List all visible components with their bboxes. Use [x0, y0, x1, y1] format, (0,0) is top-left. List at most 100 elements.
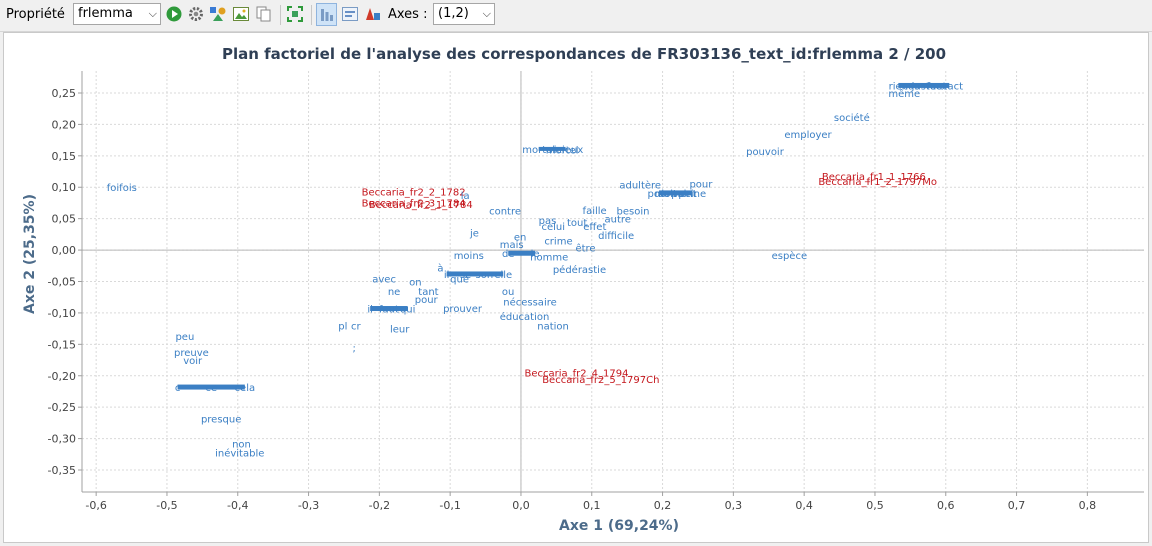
cluster-point-label[interactable]: il	[444, 270, 450, 281]
row-point-label[interactable]: prouver	[443, 304, 483, 315]
row-point-label[interactable]: employer	[784, 130, 832, 141]
row-point-label[interactable]: la	[461, 191, 470, 202]
row-point-label[interactable]: adultère	[619, 180, 661, 192]
row-point-label[interactable]: être	[575, 243, 595, 255]
row-point-label[interactable]: pour	[689, 179, 713, 190]
row-point-label[interactable]: en	[514, 232, 527, 243]
y-tick-label: 0,10	[52, 181, 77, 194]
row-point-label[interactable]: société	[834, 112, 870, 124]
cluster-point-label[interactable]: vicieux	[548, 145, 583, 156]
column-point-label[interactable]: Beccaria_fr2_3_1784	[362, 198, 466, 209]
column-point-label[interactable]: Beccaria_fr2_5_1797Ch	[542, 375, 659, 386]
axes-select[interactable]: (1,2) ⌵	[433, 3, 495, 25]
axes-select-value: (1,2)	[438, 6, 469, 21]
property-select[interactable]: frlemma ⌵	[73, 3, 161, 25]
row-point-label[interactable]: voir	[183, 356, 203, 367]
y-tick-label: 0,00	[52, 244, 77, 257]
row-point-label[interactable]: nation	[537, 321, 569, 332]
y-tick-label: -0,20	[48, 370, 76, 383]
settings-gear-icon[interactable]	[187, 5, 205, 23]
cluster-point-label[interactable]: faut	[927, 81, 947, 92]
cluster-point-label[interactable]: pour	[648, 189, 672, 200]
cluster-point-label[interactable]: faut	[379, 305, 399, 316]
cluster-point-label[interactable]: peine	[678, 189, 706, 200]
row-point-label[interactable]: autre	[605, 215, 631, 226]
row-point-label[interactable]: à	[437, 263, 443, 275]
row-point-label[interactable]: presque	[201, 414, 241, 425]
row-point-label[interactable]: contre	[489, 206, 521, 217]
row-point-label[interactable]: homme	[530, 252, 568, 263]
row-point-label[interactable]: mais	[500, 240, 524, 251]
row-point-label[interactable]: ou	[502, 287, 514, 298]
cluster-point-label[interactable]: moment	[655, 189, 697, 200]
row-point-label[interactable]: celui	[541, 222, 565, 233]
row-point-label[interactable]: espèce	[772, 250, 808, 262]
cluster-point-label[interactable]: cela	[235, 383, 256, 394]
row-point-label[interactable]: éducation	[500, 311, 550, 323]
cluster-point-label[interactable]: se	[460, 270, 471, 281]
row-point-label[interactable]: tant	[418, 287, 438, 298]
row-point-label[interactable]: ne	[388, 287, 401, 298]
column-point-label[interactable]: Beccaria_fr2_1_1784	[369, 200, 473, 211]
cluster-point-label[interactable]: juste	[911, 81, 936, 92]
row-point-label[interactable]: mortel	[546, 146, 579, 157]
row-point-label[interactable]: pas	[539, 216, 557, 227]
cluster-point-label[interactable]: c	[175, 383, 181, 394]
row-point-label[interactable]: crime	[544, 237, 572, 248]
row-point-label[interactable]: inévitable	[215, 447, 264, 459]
row-point-label[interactable]: pour	[415, 295, 439, 306]
y-tick-label: -0,05	[48, 276, 76, 289]
row-point-label[interactable]: tout	[567, 218, 587, 229]
row-point-label[interactable]: non	[232, 440, 251, 451]
show-rows-icon[interactable]	[341, 5, 359, 23]
show-columns-toggle[interactable]	[316, 3, 337, 26]
row-point-label[interactable]: pl	[338, 321, 347, 332]
shapes-icon[interactable]	[209, 5, 227, 23]
run-icon[interactable]	[165, 5, 183, 23]
cluster-point-label[interactable]: cas	[903, 81, 920, 92]
cluster-point-label[interactable]: il	[367, 305, 373, 316]
row-point-label[interactable]: pédérastie	[553, 264, 606, 276]
cluster-point-label[interactable]: mortel	[522, 145, 555, 156]
label-cluster-bar	[446, 271, 504, 277]
cluster-point-label[interactable]: point	[671, 189, 697, 200]
cluster-point-label[interactable]: le	[531, 249, 540, 260]
cluster-point-label[interactable]: de	[502, 249, 515, 260]
label-toggle-icon[interactable]	[364, 5, 382, 23]
cluster-point-label[interactable]: son	[476, 270, 494, 281]
fit-zoom-icon[interactable]	[286, 5, 304, 23]
copy-icon[interactable]	[255, 5, 273, 23]
row-point-label[interactable]: que	[450, 274, 469, 285]
column-point-label[interactable]: Beccaria_fr2_4_1794	[525, 369, 629, 380]
export-image-icon[interactable]	[232, 5, 250, 23]
row-point-label[interactable]: nécessaire	[503, 297, 557, 309]
cluster-point-label[interactable]: ce	[205, 383, 217, 394]
row-point-label[interactable]: avec	[372, 274, 396, 285]
cluster-point-label[interactable]: elle	[494, 270, 512, 281]
row-point-label[interactable]: même	[888, 88, 920, 100]
factorial-plane-chart[interactable]: Plan factoriel de l'analyse des correspo…	[4, 33, 1148, 542]
row-point-label[interactable]: ;	[352, 343, 355, 354]
row-point-label[interactable]: pouvoir	[746, 147, 785, 158]
column-point-label[interactable]: Beccaria_fr2_2_1782	[362, 188, 466, 199]
x-axis-label: Axe 1 (69,24%)	[559, 518, 679, 534]
row-point-label[interactable]: foifois	[107, 183, 137, 194]
column-point-label[interactable]: Beccaria_fr1_2_1797Mo	[818, 177, 937, 188]
row-point-label[interactable]: effet	[583, 222, 606, 233]
cluster-point-label[interactable]: doit	[658, 189, 677, 200]
row-point-label[interactable]: cr	[351, 321, 361, 332]
column-point-label[interactable]: Beccaria_fr1_1_1766	[822, 172, 926, 183]
cluster-point-label[interactable]: exact	[936, 81, 964, 92]
x-tick-label: -0,5	[156, 499, 177, 512]
row-point-label[interactable]: je	[469, 228, 479, 239]
row-point-label[interactable]: peu	[175, 332, 194, 343]
row-point-label[interactable]: leur	[390, 325, 410, 336]
cluster-point-label[interactable]: rien	[889, 81, 908, 92]
row-point-label[interactable]: besoin	[617, 206, 650, 217]
cluster-point-label[interactable]: qui	[400, 305, 415, 316]
row-point-label[interactable]: faille	[583, 206, 607, 217]
row-point-label[interactable]: moins	[454, 251, 484, 262]
row-point-label[interactable]: on	[409, 278, 421, 289]
row-point-label[interactable]: difficile	[598, 231, 634, 242]
row-point-label[interactable]: preuve	[174, 348, 209, 359]
